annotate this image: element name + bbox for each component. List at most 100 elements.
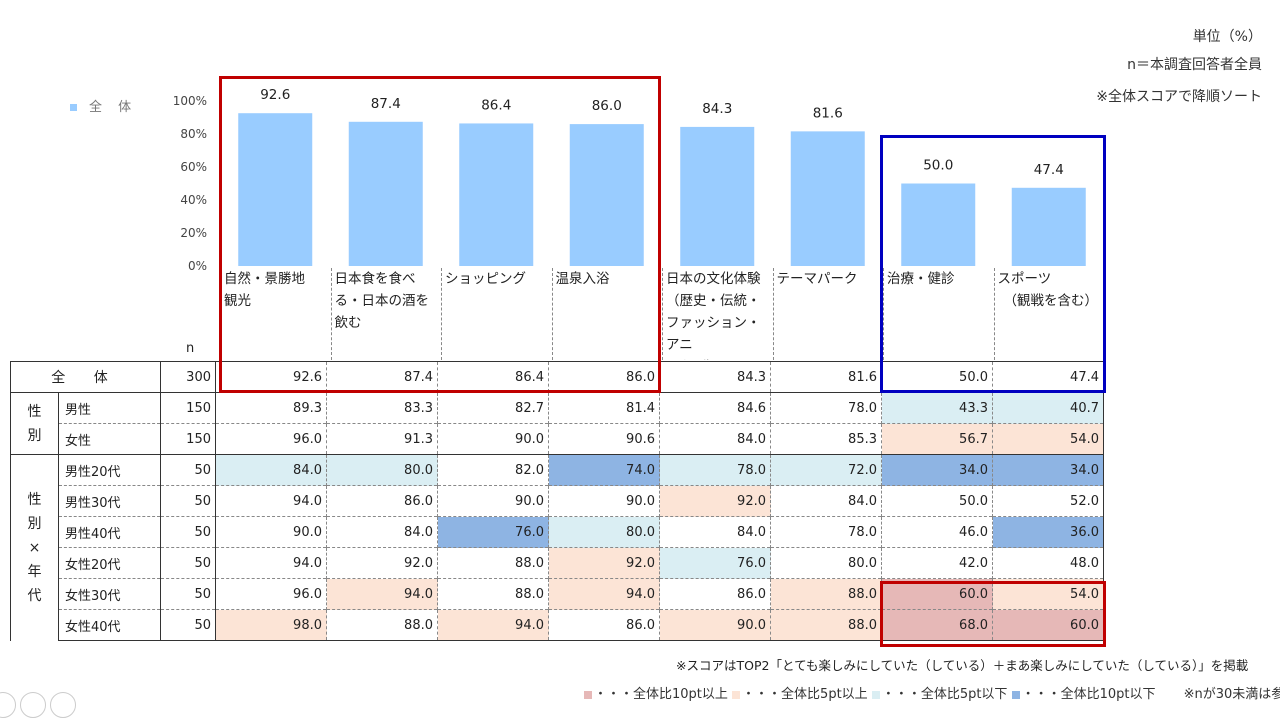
- table-cell: 84.0: [215, 454, 327, 486]
- table-cell: 83.3: [326, 392, 438, 424]
- row-label: 女性20代: [58, 547, 161, 579]
- table-cell: 48.0: [992, 547, 1104, 579]
- y-tick-label: 60%: [180, 160, 207, 174]
- row-n: 150: [160, 392, 216, 424]
- key-swatch-10m: [1011, 690, 1020, 699]
- category-label-line: テーマパーク: [776, 271, 858, 287]
- table-cell: 80.0: [326, 454, 438, 486]
- nav-dot[interactable]: [0, 692, 16, 718]
- table-cell: 72.0: [770, 454, 882, 486]
- category-label-line: （観戦を含む）: [1003, 293, 1099, 309]
- table-cell: 86.0: [659, 578, 771, 610]
- row-label: 女性: [58, 423, 161, 455]
- table-cell: 78.0: [659, 454, 771, 486]
- category-label-line: る・日本の酒を: [334, 293, 430, 309]
- table-cell: 50.0: [881, 361, 993, 393]
- table-cell: 84.0: [326, 516, 438, 548]
- y-tick-label: 0%: [188, 259, 207, 273]
- row-n: 50: [160, 609, 216, 641]
- row-label: 女性40代: [58, 609, 161, 641]
- row-label: 女性30代: [58, 578, 161, 610]
- table-cell: 87.4: [326, 361, 438, 393]
- nav-dot[interactable]: [20, 692, 46, 718]
- group-label-char: 性: [27, 403, 42, 420]
- table-cell: 92.0: [659, 485, 771, 517]
- row-label: 男性40代: [58, 516, 161, 548]
- category-label-line: 温泉入浴: [555, 271, 610, 287]
- row-n: 50: [160, 516, 216, 548]
- table-cell: 94.0: [215, 547, 327, 579]
- y-tick-label: 40%: [180, 193, 207, 207]
- table-cell: 78.0: [770, 392, 882, 424]
- row-n: 150: [160, 423, 216, 455]
- bar: [680, 126, 755, 266]
- legend-swatch: [70, 104, 77, 111]
- table-cell: 40.7: [992, 392, 1104, 424]
- table-cell: 88.0: [770, 578, 882, 610]
- table-cell: 60.0: [992, 609, 1104, 641]
- table-cell: 94.0: [326, 578, 438, 610]
- category-label: 温泉入浴: [551, 268, 663, 360]
- table-cell: 96.0: [215, 578, 327, 610]
- table-cell: 74.0: [548, 454, 660, 486]
- key-swatch-5p: [732, 690, 741, 699]
- category-label-line: 日本食を食べ: [334, 271, 416, 287]
- category-label-line: 治療・健診: [887, 271, 955, 287]
- bar: [348, 121, 423, 266]
- category-label-line: メなど）: [666, 356, 770, 360]
- bar-value-label: 81.6: [813, 105, 843, 121]
- bar-value-label: 84.3: [702, 101, 732, 117]
- group-label: 性別: [10, 392, 59, 455]
- table-cell: 80.0: [548, 516, 660, 548]
- nav-dot[interactable]: [50, 692, 76, 718]
- color-key: ・・・全体比10pt以上 ・・・全体比5pt以上 ・・・全体比5pt以下 ・・・…: [584, 683, 1280, 702]
- bar: [459, 123, 534, 266]
- table-cell: 85.3: [770, 423, 882, 455]
- bar-value-label: 50.0: [923, 158, 953, 174]
- table-cell: 90.0: [437, 485, 549, 517]
- key-nref: ※nが30未満は参考値: [1183, 687, 1280, 702]
- category-label-line: 観光: [224, 293, 251, 309]
- table-cell: 90.6: [548, 423, 660, 455]
- row-n: 50: [160, 578, 216, 610]
- group-label-char: ×: [28, 539, 41, 556]
- chart-legend: 全 体: [70, 96, 137, 115]
- table-row: 女性20代 50 94.0 92.0 88.0 92.0 76.0 80.0 42.0 48.0: [11, 547, 1104, 579]
- key-swatch-5m: [871, 690, 880, 699]
- key-10m: ・・・全体比10pt以下: [1021, 687, 1156, 702]
- category-label-line: スポーツ: [997, 271, 1052, 287]
- category-label: ショッピング: [441, 268, 552, 360]
- table-cell: 98.0: [215, 609, 327, 641]
- key-swatch-10p: [584, 690, 592, 699]
- table-cell: 94.0: [437, 609, 549, 641]
- table-cell: 46.0: [881, 516, 993, 548]
- table-cell: 50.0: [881, 485, 993, 517]
- table-cell: 88.0: [770, 609, 882, 641]
- table-cell: 92.0: [548, 547, 660, 579]
- table-row: 性別男性 150 89.3 83.3 82.7 81.4 84.6 78.0 43.3 40.7: [10, 392, 1104, 455]
- row-n: 300: [160, 361, 216, 393]
- bar: [901, 183, 976, 266]
- unit-note: 単位（%）: [1192, 29, 1262, 45]
- table-row: 女性40代 50 98.0 88.0 94.0 86.0 90.0 88.0 68.0 60.0: [11, 609, 1104, 641]
- table-cell: 90.0: [548, 485, 660, 517]
- table-cell: 90.0: [659, 609, 771, 641]
- table-cell: 84.3: [659, 361, 771, 393]
- category-label: 自然・景勝地 観光: [220, 268, 331, 360]
- group-label-char: 年: [27, 563, 42, 580]
- table-cell: 84.6: [659, 392, 771, 424]
- bar-value-label: 92.6: [260, 87, 290, 103]
- bar-value-label: 86.0: [592, 98, 622, 114]
- bar: [1011, 187, 1086, 266]
- table-cell: 86.0: [326, 485, 438, 517]
- row-n: 50: [160, 485, 216, 517]
- group-label-char: 別: [27, 515, 42, 532]
- row-label: 男性: [58, 392, 161, 424]
- table-cell: 88.0: [437, 578, 549, 610]
- table-cell: 81.4: [548, 392, 660, 424]
- table-cell: 86.4: [437, 361, 549, 393]
- category-label: テーマパーク: [772, 268, 884, 360]
- group-label-char: 性: [27, 491, 42, 508]
- category-label: 治療・健診: [883, 268, 994, 360]
- y-tick-label: 80%: [180, 127, 207, 141]
